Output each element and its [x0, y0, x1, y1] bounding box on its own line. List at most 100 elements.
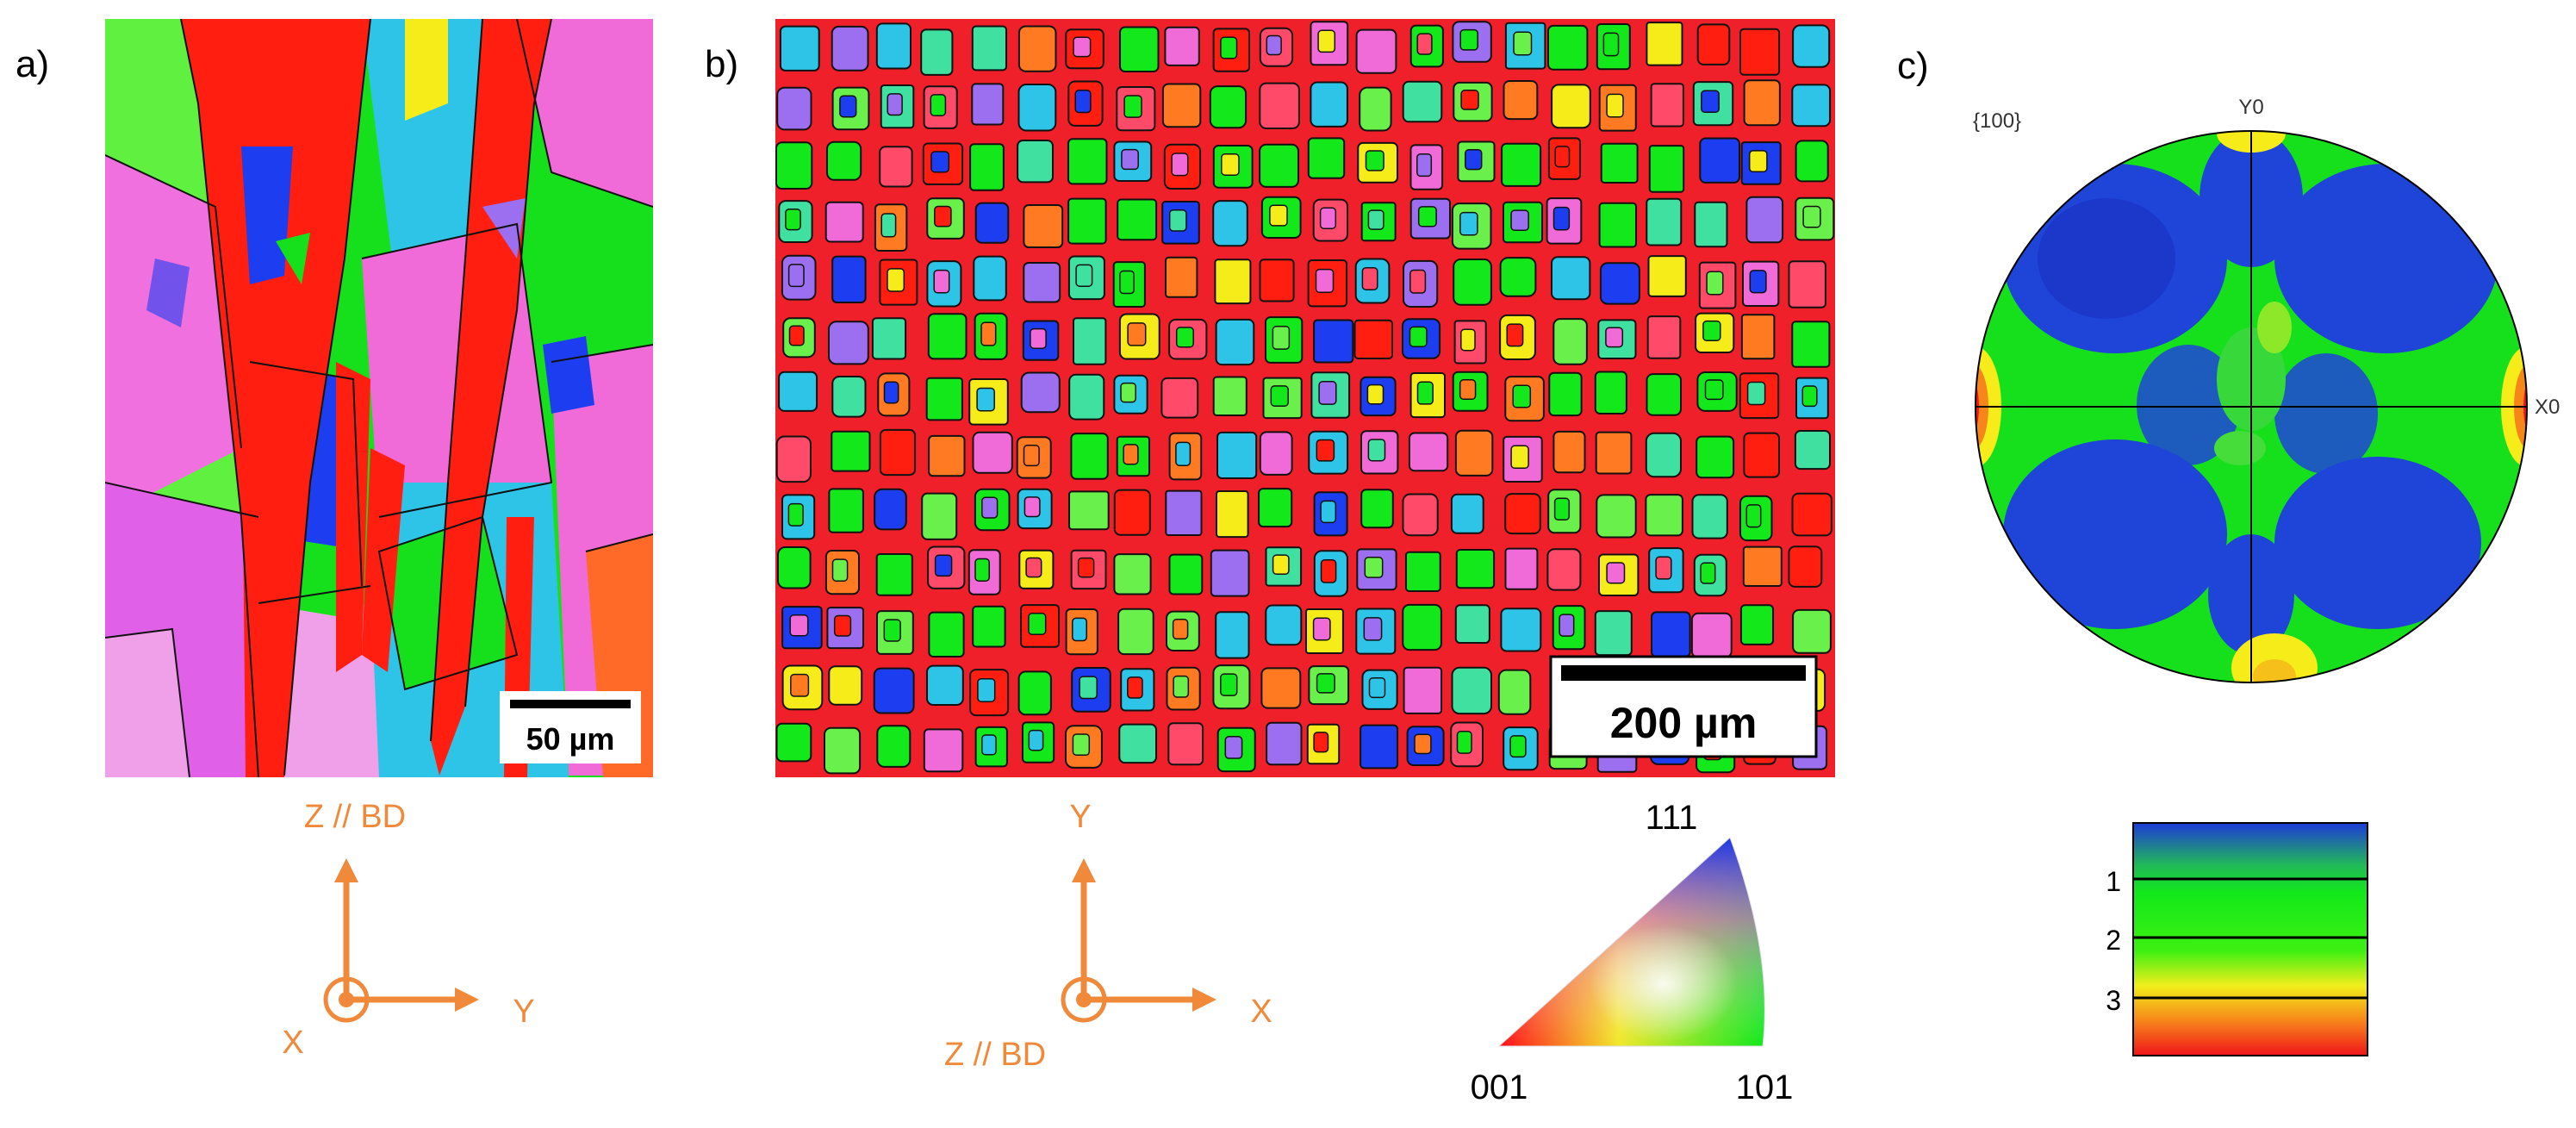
sub-grain: [1073, 36, 1092, 58]
sub-grain: [980, 321, 997, 346]
sub-grain: [1316, 673, 1335, 694]
sub-grain: [1272, 554, 1290, 576]
grain: [1450, 493, 1484, 534]
grain: [1595, 431, 1633, 475]
sub-grain: [1749, 270, 1767, 294]
panel-label-b: b): [705, 43, 739, 85]
colorbar-tick-3: 3: [2106, 985, 2121, 1016]
ipf-corner-101: 101: [1736, 1069, 1794, 1106]
grain: [828, 488, 864, 533]
sub-grain: [787, 264, 805, 288]
sub-grain: [839, 95, 857, 118]
grain: [1168, 553, 1204, 595]
sub-grain: [1363, 617, 1383, 641]
grain: [879, 146, 913, 188]
grain: [1794, 430, 1831, 471]
grain: [1165, 489, 1203, 536]
grain: [1453, 259, 1492, 306]
grain: [1068, 373, 1105, 421]
grain: [1503, 80, 1539, 121]
sub-grain: [1220, 673, 1238, 696]
grain: [1017, 84, 1057, 132]
grain: [1551, 84, 1591, 129]
grain: [1547, 24, 1589, 71]
grain: [776, 86, 812, 131]
sub-grain: [790, 673, 810, 697]
grain: [1699, 137, 1741, 184]
grain: [1408, 432, 1449, 472]
grain: [1455, 549, 1496, 589]
sub-grain: [1315, 268, 1335, 294]
sub-grain: [1168, 209, 1187, 232]
sub-grain: [1801, 385, 1818, 408]
grain: [1743, 79, 1781, 127]
grain: [875, 553, 913, 596]
grain: [1646, 315, 1682, 359]
grain: [1360, 724, 1399, 770]
grain: [1405, 551, 1441, 593]
grain: [874, 488, 907, 531]
grain: [1160, 377, 1199, 419]
grain: [1501, 142, 1542, 187]
grain: [1265, 604, 1303, 646]
grain: [1023, 262, 1061, 303]
grain: [1161, 83, 1202, 128]
grain: [972, 605, 1006, 648]
panel-label-c: c): [1897, 45, 1929, 87]
sub-grain: [1121, 148, 1139, 171]
sub-grain: [1269, 204, 1288, 227]
sub-grain: [1510, 209, 1529, 232]
grain: [1307, 137, 1346, 179]
sub-grain: [981, 734, 997, 756]
grain: [1360, 489, 1394, 529]
grain: [1742, 545, 1783, 587]
grain: [1451, 666, 1492, 715]
grain: [1650, 83, 1684, 128]
sub-grain: [1460, 328, 1476, 352]
grain: [1259, 143, 1299, 188]
grain: [1646, 22, 1683, 66]
grain: [871, 317, 907, 360]
sub-grain: [1459, 211, 1478, 236]
grain: [826, 140, 862, 181]
grain: [1788, 545, 1823, 588]
grain: [875, 22, 912, 70]
sub-grain: [1030, 327, 1047, 349]
grain: [1210, 549, 1250, 597]
grain: [926, 664, 964, 706]
sub-grain: [1074, 90, 1092, 114]
sub-grain: [1224, 736, 1243, 759]
sub-grain: [1602, 32, 1620, 57]
sub-grain: [1553, 497, 1571, 521]
sub-grain: [1079, 676, 1098, 700]
sub-grain: [1746, 381, 1766, 406]
grain: [1313, 319, 1354, 364]
sub-grain: [1606, 562, 1626, 584]
grain: [1017, 140, 1054, 184]
grain: [1646, 373, 1682, 416]
grain: [824, 726, 862, 775]
grain: [1259, 431, 1293, 476]
sub-grain: [1320, 559, 1337, 583]
grain: [1260, 667, 1302, 709]
sub-grain: [880, 213, 897, 238]
sub-grain: [1313, 732, 1329, 753]
grain: [1017, 25, 1057, 72]
axis-b-horizontal-label: X: [1250, 994, 1272, 1030]
sub-grain: [1704, 379, 1724, 401]
sub-grain: [1319, 207, 1337, 229]
grain: [779, 25, 820, 72]
grain: [1259, 82, 1300, 129]
sub-grain: [1748, 150, 1768, 173]
grain: [1596, 494, 1637, 539]
sub-grain: [1367, 439, 1386, 462]
sub-grain: [1127, 322, 1147, 346]
sub-grain: [1173, 675, 1190, 698]
grain: [973, 255, 1007, 302]
sub-grain: [1802, 205, 1821, 228]
sub-grain: [981, 496, 999, 519]
grain: [1743, 432, 1781, 478]
sub-grain: [1414, 733, 1432, 755]
sub-grain: [1172, 618, 1189, 640]
